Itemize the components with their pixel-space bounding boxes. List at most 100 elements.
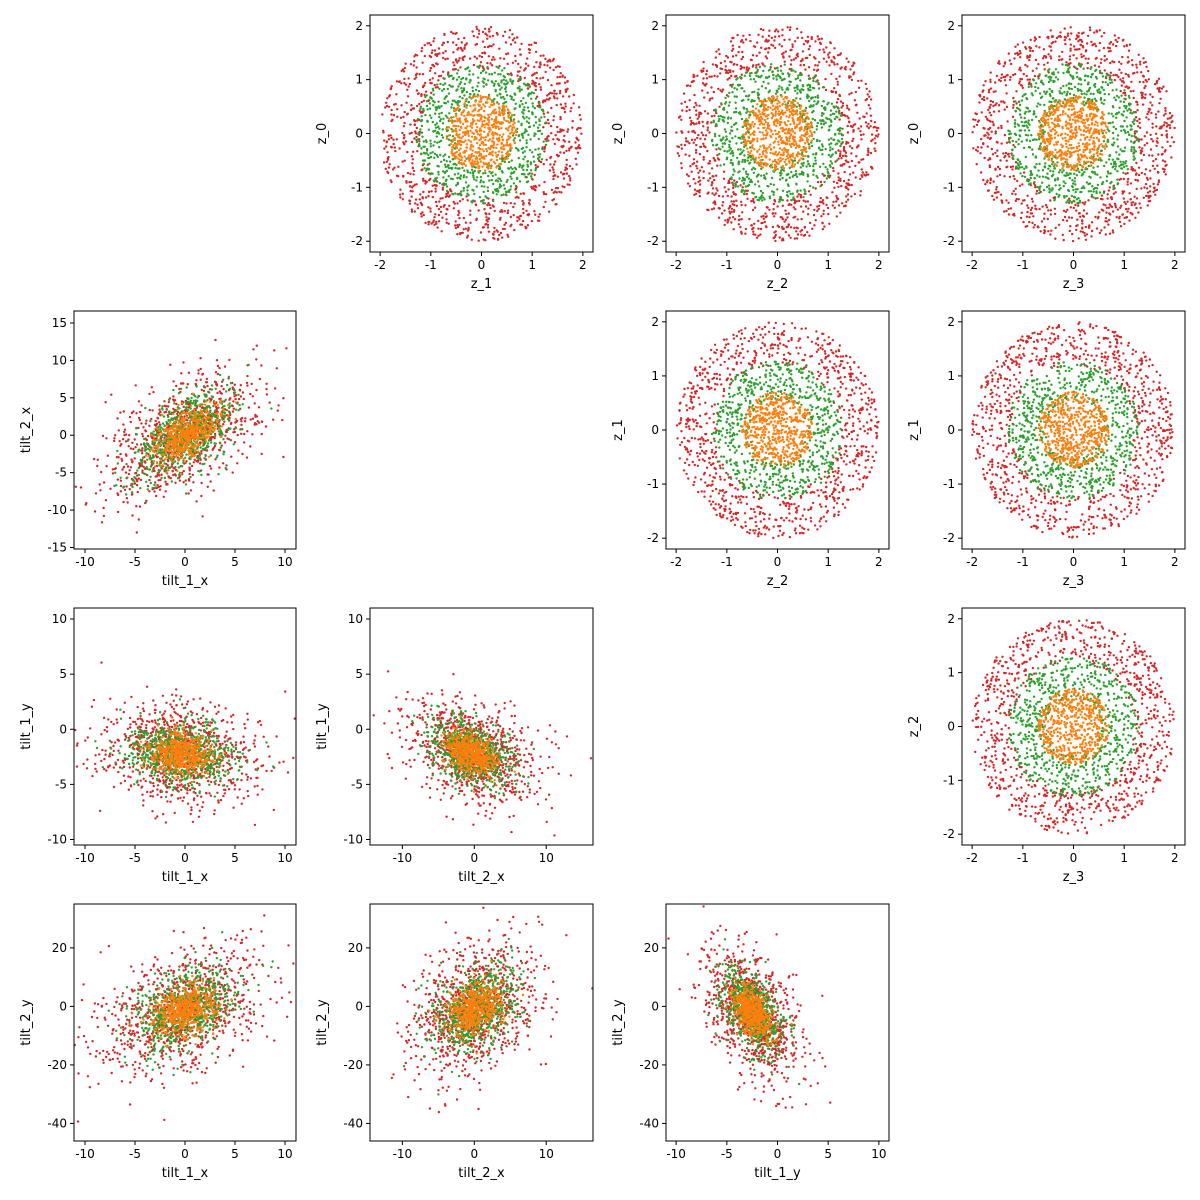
scatter-point <box>829 160 832 163</box>
scatter-point <box>706 112 710 115</box>
scatter-point <box>793 159 797 162</box>
scatter-point <box>441 197 444 200</box>
scatter-point <box>419 193 422 196</box>
scatter-point <box>796 113 799 116</box>
scatter-point <box>485 196 489 199</box>
scatter-point <box>477 81 480 85</box>
scatter-point <box>806 155 810 158</box>
scatter-point <box>786 106 789 109</box>
scatter-point <box>783 63 786 66</box>
scatter-point <box>475 179 478 182</box>
scatter-point <box>454 124 458 128</box>
scatter-point <box>433 140 436 143</box>
scatter-point <box>545 139 548 143</box>
scatter-point <box>837 185 840 189</box>
scatter-point <box>762 28 765 32</box>
scatter-point <box>1084 201 1087 204</box>
scatter-point <box>997 190 1000 194</box>
scatter-point <box>783 160 786 164</box>
scatter-point <box>1136 103 1139 106</box>
scatter-point <box>747 94 751 97</box>
scatter-point <box>742 149 745 152</box>
scatter-point <box>870 133 874 136</box>
scatter-point <box>808 84 812 87</box>
scatter-point <box>758 148 761 151</box>
scatter-point <box>488 212 491 216</box>
scatter-point <box>467 101 471 104</box>
scatter-point <box>484 95 488 99</box>
scatter-point <box>496 230 499 233</box>
scatter-point <box>812 137 815 141</box>
scatter-point <box>1028 220 1031 224</box>
scatter-point <box>775 119 779 123</box>
scatter-point <box>705 73 708 76</box>
scatter-point <box>1145 80 1149 83</box>
scatter-point <box>757 88 760 91</box>
scatter-point <box>424 152 427 155</box>
scatter-point <box>514 168 518 171</box>
scatter-point <box>792 118 795 122</box>
scatter-point <box>837 204 841 207</box>
scatter-point <box>792 165 796 168</box>
scatter-point <box>534 41 538 45</box>
scatter-point <box>756 41 759 44</box>
scatter-point <box>458 82 461 86</box>
scatter-point <box>817 81 820 85</box>
scatter-point <box>801 84 805 87</box>
scatter-point <box>442 170 445 173</box>
scatter-point <box>437 207 441 211</box>
scatter-point <box>1038 35 1041 39</box>
scatter-point <box>504 90 508 93</box>
scatter-point <box>487 27 491 31</box>
scatter-point <box>492 84 496 88</box>
scatter-point <box>524 101 528 105</box>
scatter-point <box>761 62 764 65</box>
scatter-point <box>538 83 541 86</box>
scatter-point <box>819 184 822 188</box>
scatter-point <box>437 79 440 82</box>
scatter-point <box>491 34 495 38</box>
scatter-point <box>503 30 507 33</box>
scatter-point <box>464 98 467 102</box>
scatter-point <box>742 34 745 37</box>
scatter-point <box>737 148 740 151</box>
scatter-point <box>807 190 811 193</box>
scatter-point <box>502 102 505 105</box>
scatter-point <box>495 158 499 162</box>
scatter-point <box>994 90 997 93</box>
scatter-point <box>1081 214 1085 217</box>
x-tick-label: 1 <box>528 258 536 272</box>
scatter-point <box>997 126 1000 130</box>
scatter-point <box>787 128 790 131</box>
scatter-point <box>478 158 482 161</box>
scatter-point <box>694 182 697 185</box>
scatter-point <box>697 133 700 137</box>
scatter-point <box>410 210 414 213</box>
scatter-point <box>1129 198 1132 201</box>
scatter-point <box>860 79 863 82</box>
scatter-point <box>516 177 519 181</box>
scatter-point <box>697 115 701 118</box>
scatter-point <box>1026 204 1029 207</box>
scatter-point <box>395 93 398 96</box>
scatter-point <box>1050 49 1053 52</box>
scatter-point <box>814 64 817 67</box>
scatter-point <box>565 89 568 92</box>
scatter-point <box>747 153 750 156</box>
scatter-point <box>486 189 490 193</box>
scatter-point <box>491 126 495 129</box>
scatter-point <box>749 155 753 159</box>
scatter-point <box>740 230 743 234</box>
scatter-point <box>861 175 864 179</box>
scatter-point <box>688 185 692 188</box>
scatter-point <box>775 124 778 128</box>
scatter-point <box>853 62 856 65</box>
scatter-point <box>1003 175 1006 178</box>
scatter-point <box>757 63 760 66</box>
scatter-point <box>437 173 440 176</box>
scatter-point <box>497 136 501 140</box>
scatter-point <box>703 110 707 113</box>
scatter-point <box>425 147 429 151</box>
scatter-point <box>478 119 481 123</box>
scatter-point <box>859 177 862 181</box>
